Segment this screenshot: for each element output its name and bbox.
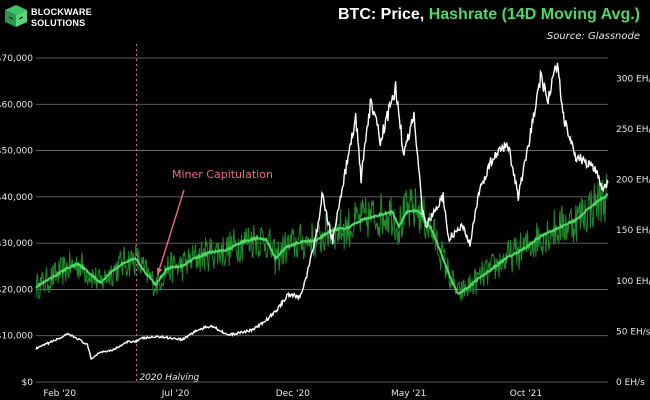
x-tick-label: May '21 [391, 389, 426, 399]
right-tick-label: 300 EH/s [616, 74, 650, 84]
title-part-price: BTC: Price, [338, 6, 429, 23]
left-tick-label: $30,000 [0, 239, 33, 249]
grid-layer [36, 57, 608, 383]
annotation-miner-capitulation: Miner Capitulation [172, 168, 273, 181]
source-note: Source: Glassnode [547, 31, 640, 42]
series-hashrate-ma [35, 193, 609, 296]
x-tick-label: Oct '21 [510, 389, 542, 399]
brand-logo: BLOCKWARE SOLUTIONS [5, 5, 92, 28]
right-tick-label: 200 EH/s [616, 176, 650, 186]
left-tick-label: $70,000 [0, 54, 33, 64]
x-tick-label: Dec '20 [276, 389, 310, 399]
brand-name-line1: BLOCKWARE [31, 7, 92, 17]
title-part-ma: (14D Moving Avg.) [497, 6, 640, 23]
brand-name-line2: SOLUTIONS [31, 18, 85, 28]
x-tick-label: Feb '20 [43, 389, 76, 399]
right-tick-label: 250 EH/s [616, 125, 650, 135]
left-tick-label: $10,000 [0, 332, 33, 342]
halving-layer: 2020 Halving [135, 44, 200, 383]
left-tick-label: $0 [22, 378, 34, 388]
series-layer [35, 62, 609, 361]
series-price [35, 62, 609, 361]
right-axis: 0 EH/s 50 EH/s 100 EH/s 150 EH/s 200 EH/s 250… [616, 74, 650, 388]
brand-cube-icon [5, 5, 27, 27]
annotation-arrow [156, 189, 185, 275]
left-tick-label: $40,000 [0, 193, 33, 203]
annotation-layer: Miner Capitulation [156, 168, 273, 275]
title-part-hashrate: Hashrate [429, 6, 498, 23]
annotation-arrowhead [156, 267, 163, 275]
left-tick-label: $60,000 [0, 100, 33, 110]
halving-label: 2020 Halving [139, 373, 199, 383]
x-axis: Feb '20 Jul '20 Dec '20 May '21 Oct '21 [43, 389, 542, 399]
left-tick-label: $20,000 [0, 285, 33, 295]
left-tick-label: $50,000 [0, 147, 33, 157]
right-tick-label: 50 EH/s [616, 327, 650, 337]
left-axis: $0 $10,000 $20,000 $30,000 $40,000 $50,000 $60… [0, 54, 33, 388]
series-hashrate-raw [35, 173, 609, 301]
chart-title: BTC: Price, Hashrate (14D Moving Avg.) [338, 6, 640, 23]
right-tick-label: 100 EH/s [616, 277, 650, 287]
x-tick-label: Jul '20 [161, 389, 190, 399]
right-tick-label: 0 EH/s [616, 378, 645, 388]
right-tick-label: 150 EH/s [616, 226, 650, 236]
